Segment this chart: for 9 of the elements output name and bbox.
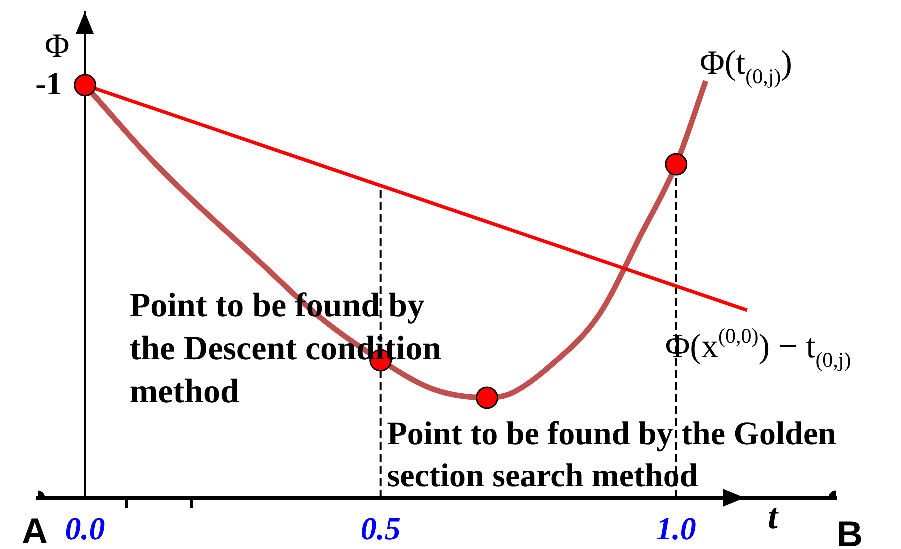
x-tick-label: 0.5 [360, 510, 401, 546]
y-axis-title: Φ [44, 28, 70, 65]
x-tick-label: 0.0 [65, 510, 106, 546]
x-tick-label: 1.0 [656, 510, 696, 546]
annotation: A [22, 510, 48, 549]
annotation: -1 [36, 66, 62, 102]
annotation: B [837, 514, 863, 549]
annotation: Point to be found by the Golden section search method [387, 416, 836, 495]
x-axis-title: t [768, 496, 779, 537]
